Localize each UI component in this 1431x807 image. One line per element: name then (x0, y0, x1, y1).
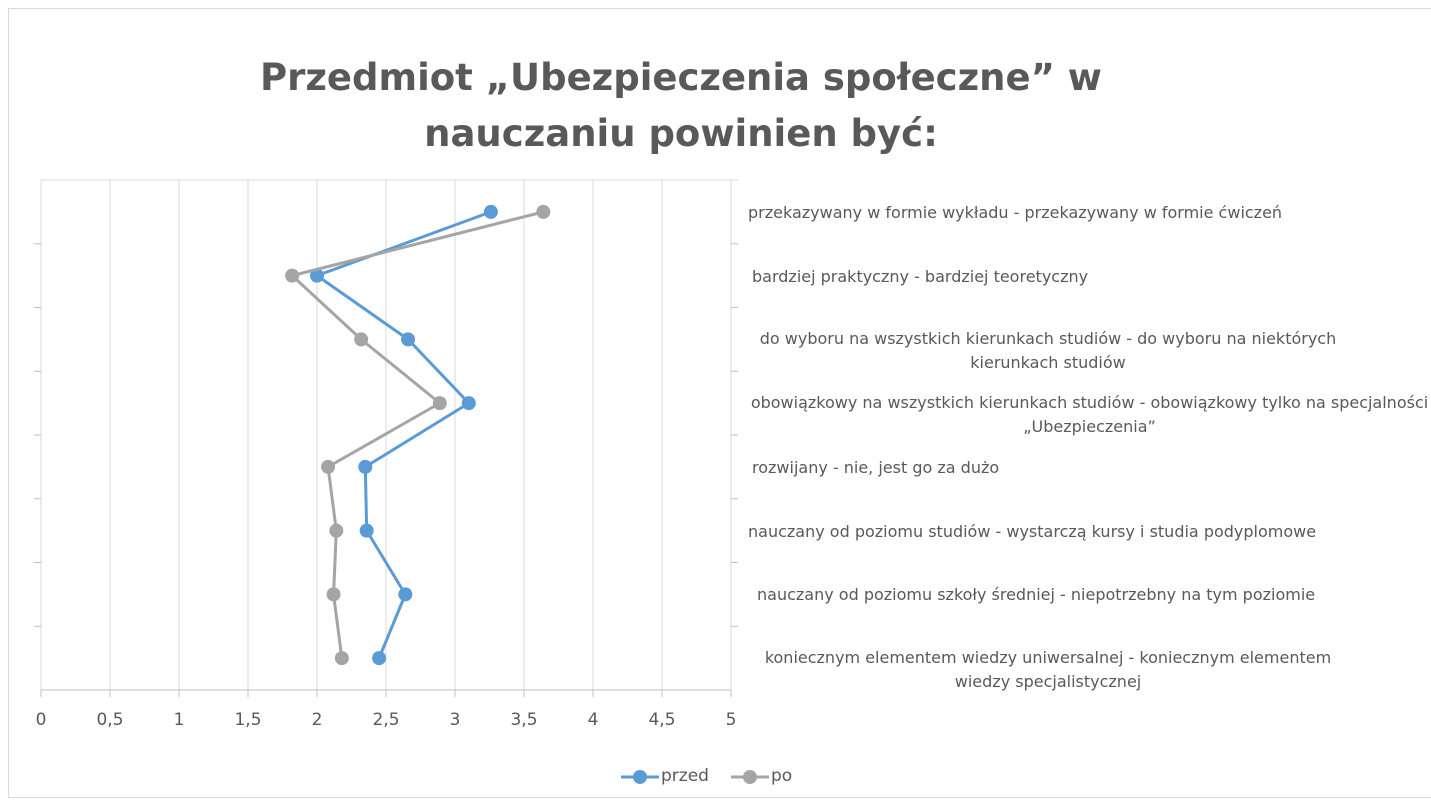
x-tick-label: 1 (173, 710, 185, 730)
legend-label: przed (661, 766, 709, 786)
data-point (354, 332, 369, 347)
data-point (310, 268, 324, 283)
data-point (329, 523, 344, 538)
series-line (315, 210, 492, 659)
category-label: nauczany od poziomu studiów - wystarczą … (748, 521, 1317, 541)
series-line (290, 210, 544, 659)
data-point (461, 396, 476, 411)
x-tick-label: 0 (35, 710, 47, 730)
chart-title: Przedmiot „Ubezpieczenia społeczne” w na… (260, 56, 1102, 155)
data-point (321, 459, 336, 474)
category-label: nauczany od poziomu szkoły średniej - ni… (757, 585, 1316, 605)
data-point (536, 204, 551, 219)
data-point (398, 587, 413, 602)
x-tick-label: 4 (587, 710, 599, 730)
legend-marker (633, 770, 647, 784)
x-tick-label: 4,5 (648, 710, 676, 730)
x-tick-label: 5 (725, 710, 737, 730)
legend-marker (742, 770, 757, 784)
data-point (326, 587, 341, 602)
category-label: do wyboru na wszystkich kierunkach studi… (759, 329, 1337, 373)
data-point (285, 268, 300, 283)
category-label: przekazywany w formie wykładu - przekazy… (748, 202, 1283, 222)
category-label: rozwijany - nie, jest go za dużo (752, 457, 1000, 477)
category-label: bardziej praktyczny - bardziej teoretycz… (752, 266, 1089, 286)
x-tick-label: 2,5 (372, 710, 400, 730)
data-point (334, 651, 349, 666)
data-point (432, 396, 447, 411)
data-point (358, 459, 373, 474)
x-tick-label: 2 (311, 710, 323, 730)
category-label: obowiązkowy na wszystkich kierunkach stu… (750, 393, 1429, 437)
data-point (483, 204, 498, 219)
x-tick-label: 0,5 (96, 710, 124, 730)
x-tick-label: 3,5 (510, 710, 538, 730)
data-point (372, 651, 387, 666)
x-tick-label: 1,5 (234, 710, 262, 730)
data-point (401, 332, 416, 347)
x-tick-label: 3 (449, 710, 461, 730)
category-label: koniecznym elementem wiedzy uniwersalnej… (764, 648, 1332, 692)
legend-label: po (770, 766, 793, 786)
chart-frame (8, 8, 1431, 798)
data-point (359, 523, 374, 538)
